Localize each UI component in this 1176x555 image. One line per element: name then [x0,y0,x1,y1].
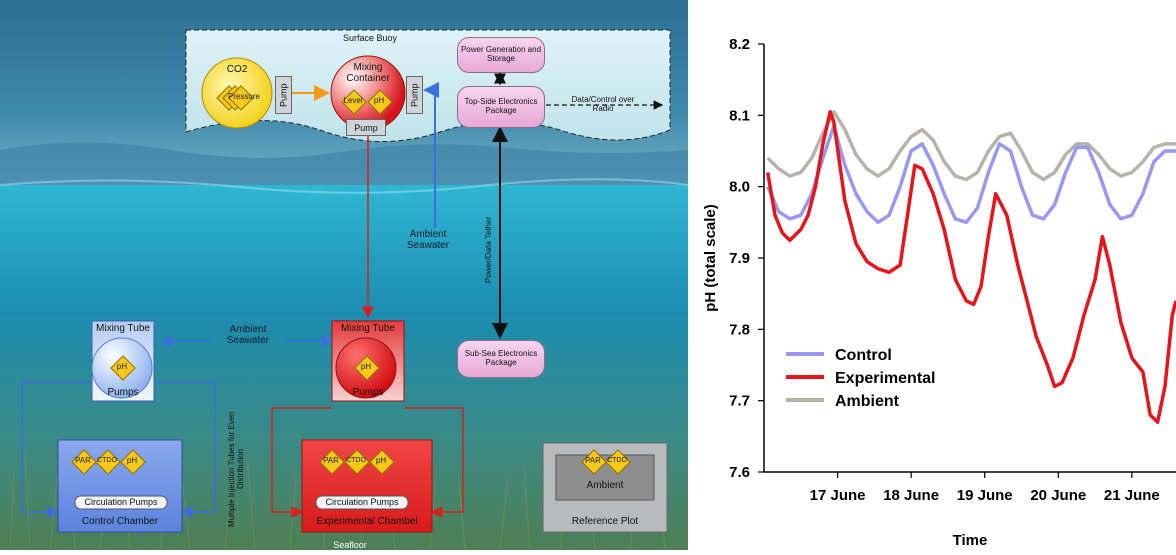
ctdo-sensor-reference: CTDO [605,449,631,475]
y-tick-label: 8.0 [729,179,750,196]
y-axis-title: pH (total scale) [702,204,719,312]
x-tick-label: 18 June [883,487,939,504]
series-line-experimental [765,110,1176,424]
co2-pump: Pump [275,76,292,114]
ambient-label: Ambient [586,480,624,491]
ph-sensor-tube-right: pH [354,355,380,381]
ph-chart: 7.6 7.7 7.8 7.9 8.0 8.1 8.2 17 June 18 June 19 Ju… [688,0,1176,550]
power-generation-box: Power Generation and Storage [457,37,545,73]
reference-plot-label: Reference Plot [571,516,639,527]
par-sensor-reference: PAR [581,449,607,475]
mesocosm-diagram: Surface Buoy CO2 Pressure Pump Mixing Co… [0,0,688,550]
x-tick-label: 20 June [1030,487,1086,504]
pumps-left-label: Pumps [107,387,139,398]
y-tick-label: 8.1 [729,107,750,124]
ph-chart-svg: 7.6 7.7 7.8 7.9 8.0 8.1 8.2 17 June 18 June 19 Ju… [702,36,1176,549]
level-sensor: Level [341,89,367,115]
x-tick-label: 19 June [957,487,1013,504]
y-tick-label: 7.7 [729,393,750,410]
y-tick-label: 7.9 [729,250,750,267]
ambient-seawater-label-top: Ambient Seawater [406,229,450,251]
subsea-electronics-box: Sub-Sea Electronics Package [457,340,545,378]
experimental-chamber-label: Experimental Chambei [316,516,418,527]
y-tick-label: 7.6 [729,464,750,481]
pumps-right-label: Pumps [352,387,384,398]
ambient-seawater-label-mid: Ambient Seawater [226,324,270,346]
legend-label-control: Control [835,347,892,364]
x-tick-label: 21 June [1104,487,1160,504]
x-tick-label: 17 June [810,487,866,504]
mixing-container-label: Mixing Container [346,62,390,84]
circulation-pumps-left-label: Circulation Pumps [84,497,158,507]
seafloor-label: Seafloor [333,540,367,550]
mixing-tube-right-label: Mixing Tube [341,323,395,334]
mixing-tube-left-label: Mixing Tube [96,323,150,334]
legend-label-ambient: Ambient [835,393,900,410]
surface-buoy-label: Surface Buoy [342,33,398,43]
seawater-pump: Pump [406,76,423,114]
co2-label: CO2 [226,64,248,75]
container-pump: Pump [346,119,386,136]
ph-sensor-tube-left: pH [110,355,136,381]
control-chamber-label: Control Chamber [81,516,159,527]
pressure-sensor: Pressure [216,85,271,111]
topside-electronics-box: Top-Side Electronics Package [457,86,545,128]
legend-label-experimental: Experimental [835,370,935,387]
ph-sensor-container: pH [367,89,393,115]
x-axis-title: Time [953,532,988,549]
ph-sensor-experimental: pH [369,449,395,475]
y-tick-label: 8.2 [729,36,750,53]
power-data-tether-label: Power/Data Tether [484,216,493,284]
ph-sensor-control: pH [120,449,146,475]
ctdo-sensor-control: CTDO [95,449,121,475]
injection-tubes-note: Multiple Injection Tubes for Even Distri… [227,411,245,527]
par-sensor-control: PAR [71,449,97,475]
par-sensor-experimental: PAR [319,449,345,475]
series-line-ambient [766,110,1176,182]
data-control-label: Data/Control over Radio [571,95,635,113]
ctdo-sensor-experimental: CTDO [344,449,370,475]
circulation-pumps-right-label: Circulation Pumps [325,497,399,507]
y-tick-label: 7.8 [729,321,750,338]
